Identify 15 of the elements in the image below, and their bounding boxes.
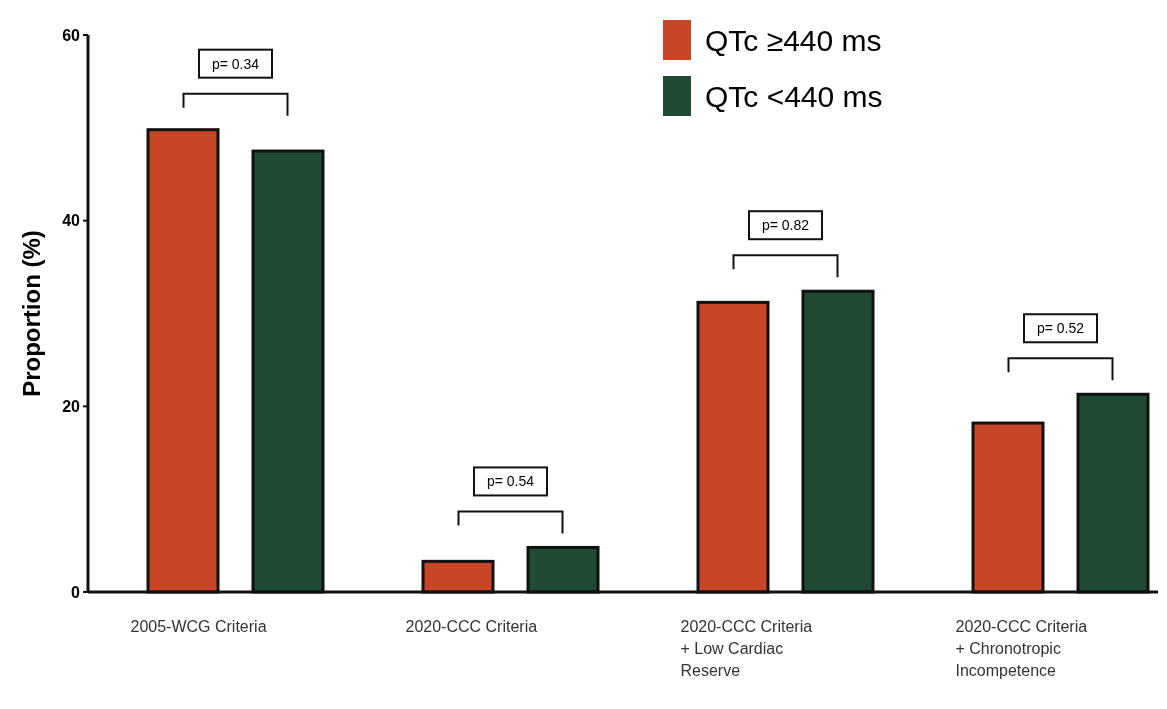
x-tick-label: 2020-CCC Criteria [405, 618, 538, 635]
y-tick-label: 60 [62, 26, 81, 44]
y-tick-label: 20 [62, 397, 81, 415]
annotation: p= 0.34 [211, 55, 260, 72]
y-tick-label: 40 [62, 212, 81, 230]
annotation: p= 0.54 [486, 473, 535, 490]
y-axis-title: Proportion (%) [18, 230, 45, 397]
x-tick-label: 2005-WCG Criteria [130, 618, 267, 635]
x-tick-label: 2020-CCC Criteria + Low Cardiac Reserve [680, 618, 813, 679]
annotation: p= 0.52 [1036, 320, 1085, 337]
legend-label: QTc <440 ms [705, 79, 883, 113]
legend-label: QTc ≥440 ms [705, 23, 882, 57]
x-tick-label: 2020-CCC Criteria + Chronotropic Incompetence [955, 618, 1088, 679]
y-tick-label: 0 [71, 583, 81, 601]
annotation: p= 0.82 [761, 217, 810, 234]
